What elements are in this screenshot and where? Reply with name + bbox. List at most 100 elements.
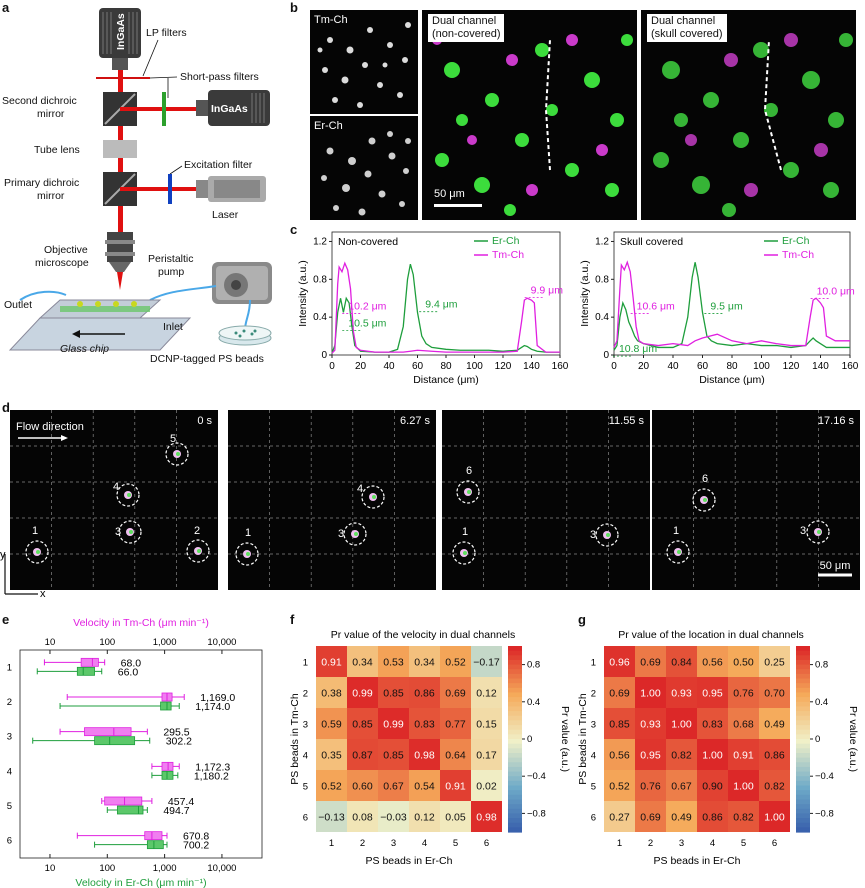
dual-covered-beads <box>653 33 853 217</box>
category-label: 6 <box>7 836 12 847</box>
colorbar-segment <box>508 646 522 652</box>
heatmap-cell-label: 0.82 <box>764 781 785 793</box>
colorbar-segment <box>508 762 522 768</box>
heatmap-cell-label: 0.69 <box>609 688 630 700</box>
heatmap-cell <box>666 646 697 677</box>
box-tm-ch <box>80 657 99 667</box>
fwhm-label: 10.5 μm <box>348 318 386 330</box>
heatmap-cell <box>604 708 635 739</box>
time-label: 17.16 s <box>818 415 855 427</box>
heatmap-cell <box>409 801 440 832</box>
heatmap-cell <box>440 708 471 739</box>
x-axis-label: PS beads in Er-Ch <box>366 855 453 867</box>
time-label: 11.55 s <box>609 415 645 427</box>
heatmap-cell-label: 0.67 <box>383 781 404 793</box>
colorbar-segment <box>508 669 522 675</box>
heatmap-cell <box>728 708 759 739</box>
fwhm-label: 10.0 μm <box>817 285 855 297</box>
y-category-label: 1 <box>591 658 596 669</box>
y-tick-label: 0.8 <box>313 274 327 285</box>
colorbar-segment <box>796 678 810 684</box>
panel-letter-g: g <box>578 612 586 627</box>
bead-marker-core <box>467 490 471 494</box>
bead-marker-core <box>817 530 821 534</box>
x-axis-label: Distance (μm) <box>413 374 479 386</box>
bead-number: 3 <box>338 528 344 540</box>
x-tick-label: 120 <box>495 361 512 372</box>
laser-label: Laser <box>212 209 239 221</box>
y-tick-label: 0 <box>321 350 327 361</box>
inlet-label: Inlet <box>163 321 183 333</box>
heatmap-cell <box>347 770 378 801</box>
fwhm-label: 9.9 μm <box>531 285 564 297</box>
y-tick-label: 0 <box>603 350 609 361</box>
x-category-label: 2 <box>360 838 365 849</box>
excitation-filter-label: Excitation filter <box>184 159 253 171</box>
y-category-label: 6 <box>303 813 308 824</box>
bead-number: 3 <box>590 529 596 541</box>
heatmap-cell-label: 0.34 <box>414 657 435 669</box>
colorbar-segment <box>508 776 522 782</box>
heatmap-title: Pr value of the location in dual channel… <box>618 629 804 641</box>
heatmap-cell <box>728 770 759 801</box>
colorbar-tick-label: 0 <box>815 734 820 745</box>
petri-dish-icon <box>218 325 272 346</box>
colorbar-segment <box>508 771 522 777</box>
colorbar-tick-label: 0.4 <box>527 697 540 708</box>
y-category-label: 3 <box>303 720 308 731</box>
colorbar-segment <box>796 673 810 680</box>
bead-marker-core <box>677 550 681 554</box>
heatmap-cell-label: 0.35 <box>321 750 342 762</box>
pump-label-2: pump <box>158 266 184 278</box>
x-category-label: 4 <box>422 838 427 849</box>
fwhm-label: 10.8 μm <box>619 343 657 355</box>
y-axis-label: Intensity (a.u.) <box>297 260 309 327</box>
heatmap-cell-label: 0.67 <box>671 781 692 793</box>
heatmap-cell <box>697 646 728 677</box>
colorbar-segment <box>796 655 810 661</box>
top-axis-label: Velocity in Tm-Ch (μm min⁻¹) <box>73 617 209 629</box>
colorbar-segment <box>796 692 810 698</box>
bead-circle <box>666 540 690 564</box>
colorbar-segment <box>796 706 810 712</box>
bead-circle <box>343 522 367 546</box>
box-er-ch <box>160 701 172 711</box>
time-frame-4 <box>652 410 860 590</box>
heatmap-cell-label: 0.83 <box>414 719 435 731</box>
heatmap-cell-label: 0.38 <box>321 688 342 700</box>
value-label: 700.2 <box>183 840 209 852</box>
x-tick-label: 160 <box>842 361 858 372</box>
heatmap-cell-label: 0.50 <box>733 657 754 669</box>
colorbar-label: Pr value (a.u.) <box>559 706 571 772</box>
heatmap-cell <box>409 708 440 739</box>
heatmap-cell-label: 0.25 <box>764 657 785 669</box>
y-category-label: 2 <box>303 689 308 700</box>
box-er-ch <box>94 736 136 746</box>
heatmap-cell <box>604 739 635 770</box>
box-tm-ch <box>144 831 163 841</box>
x-tick-label: 100 <box>466 361 483 372</box>
er-channel-label: Er-Ch <box>314 120 343 132</box>
tube-lens-label: Tube lens <box>34 144 80 156</box>
heatmap-cell-label: 0.90 <box>702 781 723 793</box>
heatmap-cell-label: 0.76 <box>733 688 754 700</box>
heatmap-cell <box>378 646 409 677</box>
colorbar-segment <box>796 734 810 740</box>
colorbar-segment <box>796 687 810 694</box>
y-category-label: 1 <box>303 658 308 669</box>
y-axis-label: PS beads in Tm-Ch <box>289 693 301 785</box>
colorbar-segment <box>796 818 810 824</box>
colorbar-segment <box>508 743 522 749</box>
panel-letter-b: b <box>290 0 298 15</box>
bead-number: 5 <box>170 433 176 445</box>
heatmap-cell <box>666 801 697 832</box>
heatmap-cell-label: 1.00 <box>640 688 661 700</box>
colorbar-segment <box>796 776 810 782</box>
bead-number: 1 <box>673 525 679 537</box>
heatmap-cell-label: 0.70 <box>764 688 785 700</box>
y-tick-label: 1.2 <box>595 236 609 247</box>
fwhm-label: 10.2 μm <box>348 301 386 313</box>
heatmap-cell-label: 0.99 <box>383 719 404 731</box>
plot-frame <box>19 649 263 859</box>
colorbar-segment <box>796 827 810 833</box>
